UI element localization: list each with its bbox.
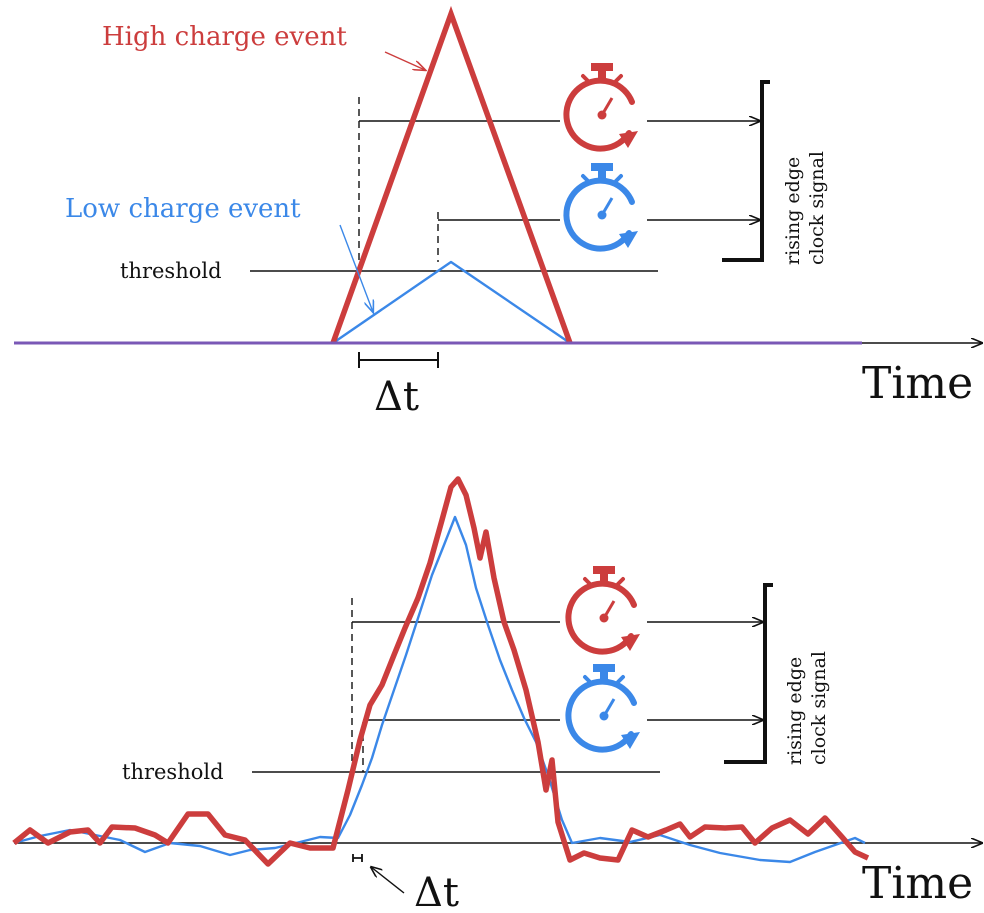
- top-low-charge-pointer: [339, 224, 373, 312]
- top-low-charge-label: Low charge event: [65, 194, 301, 224]
- bottom-threshold-label: threshold: [122, 760, 224, 784]
- top-delta-label: Δt: [374, 374, 419, 420]
- stopwatch-icon-red: [563, 63, 638, 152]
- bottom-delta-bracket: [352, 854, 363, 862]
- top-clock-signal-label: clock signal: [806, 151, 828, 265]
- top-threshold-label: threshold: [120, 259, 222, 283]
- bottom-panel: Time threshold rising edge clock signal …: [12, 476, 982, 913]
- bottom-high-charge-waveform: [12, 476, 870, 867]
- top-delta-bracket: [358, 352, 439, 368]
- stopwatch-icon-red: [565, 566, 640, 655]
- bottom-delta-pointer: [371, 867, 405, 894]
- bottom-clock-bracket: [724, 583, 773, 764]
- bottom-clock-signal-label: clock signal: [808, 651, 830, 765]
- top-high-charge-waveform: [330, 5, 573, 344]
- bottom-delta-label: Δt: [414, 870, 459, 913]
- stopwatch-icon-blue: [565, 664, 640, 753]
- bottom-time-label: Time: [862, 858, 973, 909]
- top-panel: Time threshold rising edge clock signal …: [14, 5, 982, 420]
- top-rising-edge-label: rising edge: [782, 157, 804, 265]
- bottom-rising-edge-label: rising edge: [784, 657, 806, 765]
- top-high-charge-pointer: [384, 51, 425, 70]
- bottom-low-charge-waveform: [13, 515, 866, 864]
- top-high-charge-label: High charge event: [102, 22, 347, 52]
- top-time-label: Time: [862, 358, 973, 409]
- stopwatch-icon-blue: [563, 163, 638, 252]
- top-clock-bracket: [722, 80, 770, 262]
